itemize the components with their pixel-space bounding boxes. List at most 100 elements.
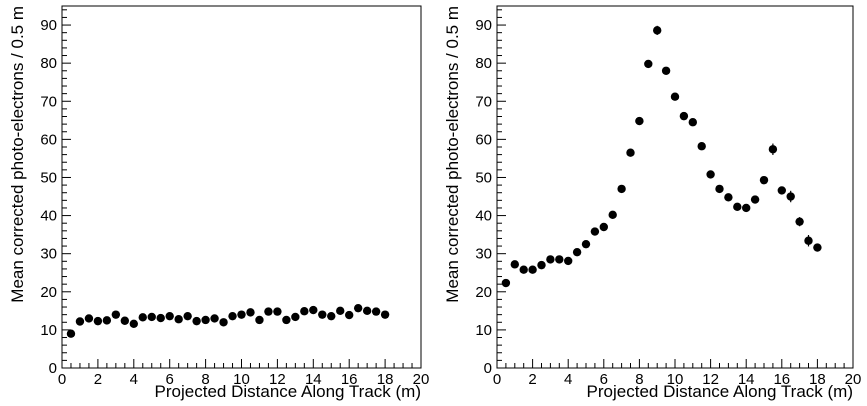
y-tick-label: 70: [475, 93, 492, 110]
data-point: [75, 317, 85, 326]
data-point: [635, 116, 644, 126]
data-point: [219, 318, 228, 327]
data-point: [327, 311, 336, 321]
y-tick-label: 80: [40, 55, 57, 72]
data-point: [759, 175, 769, 185]
y-tick-label: 60: [475, 131, 492, 148]
data-point: [555, 255, 564, 264]
data-point: [353, 303, 363, 313]
data-point: [345, 310, 354, 320]
y-tick-label: 40: [40, 208, 57, 225]
data-point: [362, 306, 372, 316]
y-tick-label: 40: [475, 208, 492, 225]
data-point: [228, 311, 237, 321]
x-tick-label: 18: [377, 371, 394, 388]
data-point: [318, 310, 327, 319]
data-point: [590, 227, 600, 236]
plot-frame: [496, 5, 854, 369]
data-point: [617, 184, 626, 194]
y-tick-label: 0: [484, 360, 492, 377]
data-point: [183, 311, 192, 321]
y-tick-label: 90: [40, 17, 57, 34]
x-tick-label: 4: [564, 371, 572, 388]
data-point: [733, 202, 742, 212]
data-point: [93, 316, 103, 326]
data-point: [501, 278, 511, 288]
data-point: [653, 26, 662, 35]
data-point: [564, 256, 573, 266]
data-point: [237, 310, 246, 319]
y-tick-label: 60: [40, 131, 57, 148]
y-axis-label: Mean corrected photo-electrons / 0.5 m: [443, 6, 462, 303]
data-point: [165, 311, 174, 321]
data-point: [273, 307, 282, 316]
x-tick-label: 8: [635, 371, 643, 388]
data-point: [697, 142, 706, 151]
data-point: [768, 145, 778, 154]
x-tick-label: 18: [809, 371, 826, 388]
data-point: [192, 316, 201, 326]
x-tick-label: 14: [305, 371, 322, 388]
data-point: [138, 313, 147, 322]
data-point: [111, 310, 121, 319]
x-axis-label: Projected Distance Along Track (m): [587, 382, 853, 401]
data-point: [336, 306, 345, 316]
data-point: [670, 92, 680, 101]
data-point: [608, 210, 617, 220]
x-tick-label: 20: [413, 371, 430, 388]
data-point: [519, 265, 528, 274]
y-tick-label: 20: [40, 284, 57, 301]
x-tick-label: 4: [130, 371, 138, 388]
data-point: [706, 170, 715, 179]
data-point: [786, 192, 795, 201]
data-point: [510, 260, 519, 269]
data-point: [120, 316, 130, 325]
data-point: [147, 312, 156, 322]
data-point: [371, 307, 381, 316]
data-point: [581, 239, 591, 249]
data-point: [309, 305, 318, 315]
left-chart-panel: 0 2 4 6 8 10 12 14 16 18 20 0 10 20 30 40 50 60 70 80 90 Proj…: [8, 5, 430, 401]
data-point: [572, 247, 582, 257]
x-tick-label: 8: [201, 371, 209, 388]
x-tick-label: 12: [702, 371, 719, 388]
y-tick-label: 10: [475, 322, 492, 339]
x-axis-label: Projected Distance Along Track (m): [155, 382, 421, 401]
x-tick-label: 2: [94, 371, 102, 388]
x-tick-label: 10: [233, 371, 250, 388]
y-tick-label: 10: [40, 322, 57, 339]
data-point: [156, 313, 165, 323]
data-point: [750, 195, 760, 204]
y-tick-label: 30: [475, 246, 492, 263]
data-point: [715, 184, 724, 194]
data-point: [255, 315, 264, 325]
y-tick-label: 70: [40, 93, 57, 110]
y-tick-label: 0: [49, 360, 57, 377]
data-point: [129, 319, 138, 328]
data-point: [537, 260, 546, 270]
y-tick-label: 50: [475, 169, 492, 186]
data-point: [264, 307, 273, 316]
y-tick-label: 20: [475, 284, 492, 301]
data-point: [626, 148, 635, 157]
data-point: [804, 236, 813, 245]
x-tick-label: 12: [269, 371, 286, 388]
data-point: [282, 315, 291, 325]
data-point: [813, 243, 822, 252]
data-point: [661, 66, 671, 75]
x-tick-label: 0: [58, 371, 66, 388]
data-point: [644, 59, 653, 69]
y-tick-label: 30: [40, 246, 57, 263]
x-tick-label: 14: [738, 371, 755, 388]
right-chart-panel: 0 2 4 6 8 10 12 14 16 18 20 0 10 20 30 40 50 60 70 80 90 Proj…: [443, 5, 861, 401]
data-point: [724, 193, 733, 202]
data-point: [201, 315, 210, 325]
y-axis-label: Mean corrected photo-electrons / 0.5 m: [8, 6, 27, 303]
data-point: [742, 203, 751, 213]
data-point: [380, 310, 390, 319]
x-tick-label: 2: [528, 371, 536, 388]
y-tick-label: 90: [475, 17, 492, 34]
data-point: [546, 255, 555, 264]
y-tick-label: 50: [40, 169, 57, 186]
